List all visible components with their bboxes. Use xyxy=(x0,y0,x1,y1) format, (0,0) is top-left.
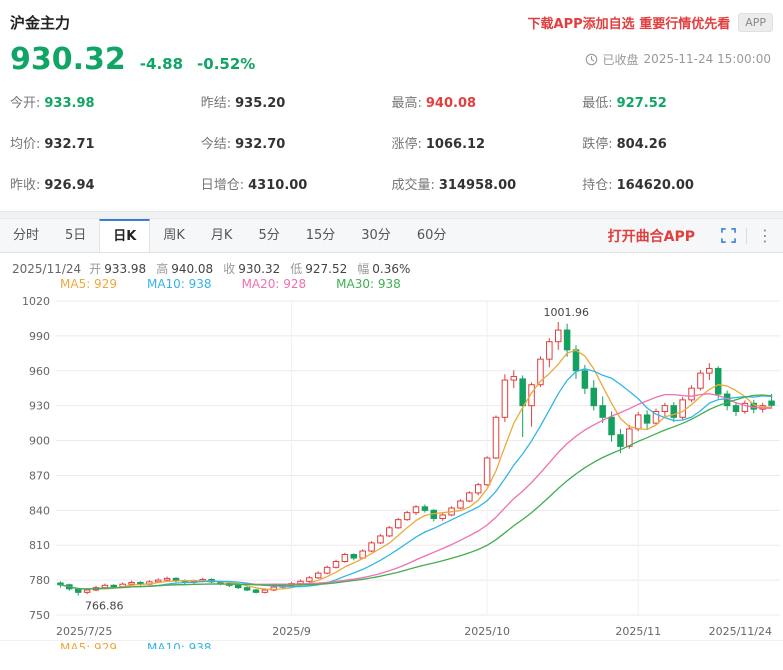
tab-period-8[interactable]: 60分 xyxy=(416,228,447,243)
quote-cell-3: 最低: 927.52 xyxy=(582,92,773,111)
quote-value: 932.70 xyxy=(235,137,286,152)
quote-label: 跌停: xyxy=(582,137,613,152)
svg-text:766.86: 766.86 xyxy=(85,599,124,612)
quote-label: 日增仓: xyxy=(200,178,245,193)
tab-period-5[interactable]: 5分 xyxy=(258,228,280,243)
tab-period-3[interactable]: 周K xyxy=(163,228,185,243)
subchart-clipped: MA5: 929 MA10: 938 xyxy=(0,640,783,649)
ma-legend-item: MA20: 928 xyxy=(241,277,307,291)
quote-cell-9: 日增仓: 4310.00 xyxy=(201,174,392,193)
quote-cell-11: 持仓: 164620.00 xyxy=(582,174,773,193)
quote-label: 今结: xyxy=(200,137,232,152)
quote-label: 今开: xyxy=(10,96,41,111)
quote-value: 927.52 xyxy=(616,96,667,111)
market-status: 已收盘 2025-11-24 15:00:00 xyxy=(585,51,771,68)
clock-icon xyxy=(585,53,597,65)
x-axis-label: 2025/10 xyxy=(464,625,510,638)
quote-label: 均价: xyxy=(10,137,41,152)
x-axis-label: 2025/7/25 xyxy=(56,625,113,638)
svg-text:900: 900 xyxy=(29,435,50,448)
page-title: 沪金主力 xyxy=(10,13,71,32)
ma-legend-item: MA10: 938 xyxy=(146,277,212,291)
topbar: 沪金主力 下载APP添加自选 重要行情优先看 APP xyxy=(0,0,783,34)
quote-value: 164620.00 xyxy=(616,178,694,193)
svg-text:960: 960 xyxy=(29,365,50,378)
chart-ohlc-readout: 2025/11/24 开 933.98 高 940.08 收 930.32 低 927.52 幅 0… xyxy=(0,253,783,276)
chart-period-tabbar: 分时 5日 日K 周K 月K 5分 15分 30分 60分 打开曲合APP ⋮ xyxy=(0,219,783,253)
quote-value: 926.94 xyxy=(44,178,95,193)
svg-text:870: 870 xyxy=(29,469,50,482)
quote-grid: 今开: 933.98 昨结: 935.20 最高: 940.08 最低: 927.52 均价: 9… xyxy=(0,80,783,211)
svg-text:840: 840 xyxy=(29,504,50,517)
tab-period-4[interactable]: 月K xyxy=(210,228,233,243)
ohlc-item: 高 940.08 xyxy=(156,262,214,276)
x-axis-label: 2025/11 xyxy=(615,625,662,638)
quote-value: 804.26 xyxy=(616,137,667,152)
app-badge[interactable]: APP xyxy=(738,12,773,32)
quote-cell-10: 成交量: 314958.00 xyxy=(392,174,583,193)
quote-cell-6: 涨停: 1066.12 xyxy=(392,133,583,152)
sub-ma-item: MA10: 938 xyxy=(146,641,212,649)
download-app-promo-link[interactable]: 下载APP添加自选 重要行情优先看 xyxy=(527,16,731,32)
ma-legend-item: MA30: 938 xyxy=(336,277,401,291)
ohlc-item: 收 930.32 xyxy=(223,262,281,276)
quote-label: 持仓: xyxy=(582,178,613,193)
open-app-link[interactable]: 打开曲合APP xyxy=(607,228,695,245)
ohlc-item: 幅 0.36% xyxy=(357,262,411,276)
ohlc-item: 开 933.98 xyxy=(89,262,147,276)
quote-label: 昨收: xyxy=(10,178,41,193)
quote-value: 1066.12 xyxy=(425,137,486,152)
svg-text:1020: 1020 xyxy=(22,295,50,308)
quote-cell-7: 跌停: 804.26 xyxy=(582,133,773,152)
ohlc-item: 低 927.52 xyxy=(290,262,348,276)
kline-chart[interactable]: 1020 990 960 930 900 870 840 810 780 750 1001.96 76… xyxy=(0,293,783,625)
tab-period-7[interactable]: 30分 xyxy=(361,228,391,243)
tab-period-6[interactable]: 15分 xyxy=(305,228,336,243)
quote-value: 4310.00 xyxy=(248,178,308,193)
sub-ma-item: MA5: 929 xyxy=(60,641,117,649)
quote-label: 涨停: xyxy=(391,137,422,152)
svg-text:990: 990 xyxy=(29,330,50,343)
fullscreen-icon[interactable] xyxy=(721,228,736,243)
quote-cell-4: 均价: 932.71 xyxy=(10,133,201,152)
svg-text:810: 810 xyxy=(29,539,50,552)
chart-info-date: 2025/11/24 xyxy=(12,262,82,276)
price-change: -4.88 xyxy=(139,54,184,73)
svg-text:1001.96: 1001.96 xyxy=(543,306,589,319)
ma-legend-item: MA5: 929 xyxy=(60,277,117,291)
quote-cell-0: 今开: 933.98 xyxy=(10,92,201,111)
x-axis-label: 2025/9 xyxy=(272,625,311,638)
quote-label: 昨结: xyxy=(200,96,232,111)
svg-text:750: 750 xyxy=(29,609,50,622)
ma-legend: MA5: 929 MA10: 938 MA20: 928 MA30: 938 xyxy=(0,275,783,293)
quote-value: 935.20 xyxy=(235,96,286,111)
futures-quote-page: 沪金主力 下载APP添加自选 重要行情优先看 APP 930.32 -4.88 … xyxy=(0,0,783,649)
chart-x-axis: 2025/7/25 2025/9 2025/10 2025/11 2025/11/24 xyxy=(0,625,783,640)
quote-value: 933.98 xyxy=(44,96,95,111)
close-timestamp: 2025-11-24 15:00:00 xyxy=(643,52,771,66)
svg-text:780: 780 xyxy=(29,574,50,587)
quote-value: 314958.00 xyxy=(438,178,517,193)
quote-label: 成交量: xyxy=(391,178,435,193)
tab-period-2[interactable]: 日K xyxy=(99,219,151,252)
quote-label: 最低: xyxy=(582,96,613,111)
quote-cell-5: 今结: 932.70 xyxy=(201,133,392,152)
section-divider xyxy=(0,211,783,219)
svg-text:930: 930 xyxy=(29,400,50,413)
tab-period-1[interactable]: 5日 xyxy=(65,228,87,243)
more-menu-icon[interactable]: ⋮ xyxy=(746,227,773,244)
last-price: 930.32 xyxy=(10,41,126,77)
quote-cell-2: 最高: 940.08 xyxy=(392,92,583,111)
tab-period-0[interactable]: 分时 xyxy=(13,228,40,243)
price-row: 930.32 -4.88 -0.52% 已收盘 2025-11-24 15:00… xyxy=(0,34,783,80)
quote-label: 最高: xyxy=(391,96,422,111)
quote-cell-1: 昨结: 935.20 xyxy=(201,92,392,111)
market-status-label: 已收盘 xyxy=(602,52,639,67)
price-change-pct: -0.52% xyxy=(197,54,256,73)
quote-value: 932.71 xyxy=(44,137,95,152)
quote-value: 940.08 xyxy=(425,96,477,111)
quote-cell-8: 昨收: 926.94 xyxy=(10,174,201,193)
x-axis-label: 2025/11/24 xyxy=(708,625,772,638)
